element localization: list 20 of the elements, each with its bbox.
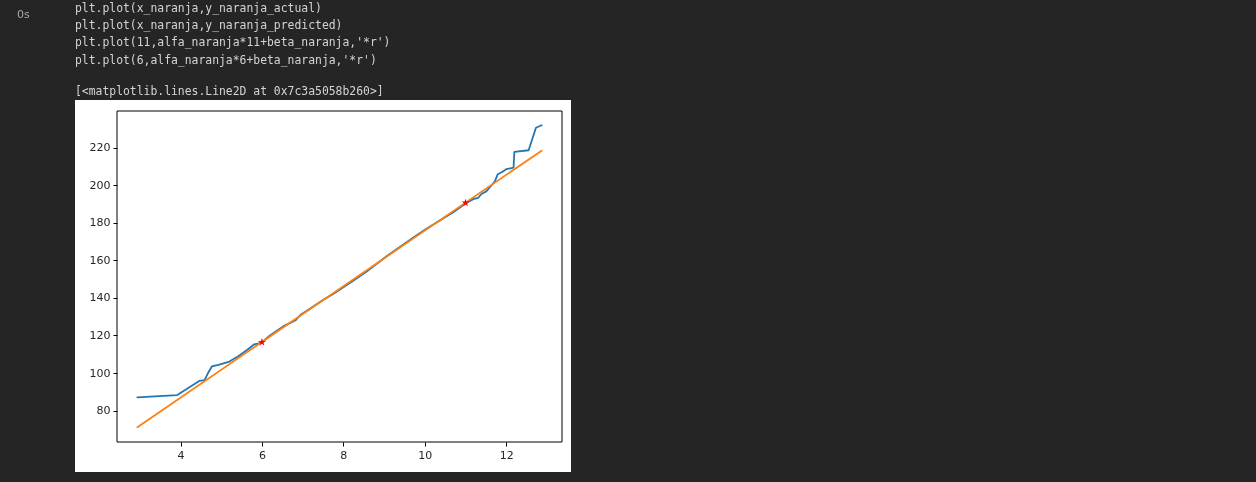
line-series bbox=[136, 124, 543, 399]
text: 0s bbox=[17, 8, 30, 21]
x-tick-label: 10 bbox=[418, 448, 433, 462]
x-tick-label: 12 bbox=[499, 448, 514, 462]
text: plt.plot(11,alfa_naranja*11+beta_naranja,'*r') bbox=[75, 35, 391, 50]
x-tick-label: 6 bbox=[258, 448, 266, 462]
y-tick-label: 120 bbox=[89, 328, 111, 342]
text: plt.plot(x_naranja,y_naranja_actual) bbox=[75, 0, 322, 15]
x-tick-label: 8 bbox=[340, 448, 348, 462]
text: plt.plot(6,alfa_naranja*6+beta_naranja,'*r') bbox=[75, 52, 377, 67]
y-tick-label: 80 bbox=[96, 404, 111, 418]
text: plt.plot(x_naranja,y_naranja_predicted) bbox=[75, 18, 343, 32]
y-tick-label: 180 bbox=[89, 216, 111, 230]
y-tick-label: 100 bbox=[89, 366, 111, 380]
y-tick-label: 200 bbox=[89, 178, 111, 192]
x-tick-label: 4 bbox=[177, 448, 185, 462]
text: [<matplotlib.lines.Line2D at 0x7c3a5058b260>] bbox=[75, 84, 384, 98]
y-tick-label: 140 bbox=[89, 291, 111, 305]
y-tick-label: 160 bbox=[89, 253, 111, 267]
y-tick-label: 220 bbox=[89, 141, 111, 155]
